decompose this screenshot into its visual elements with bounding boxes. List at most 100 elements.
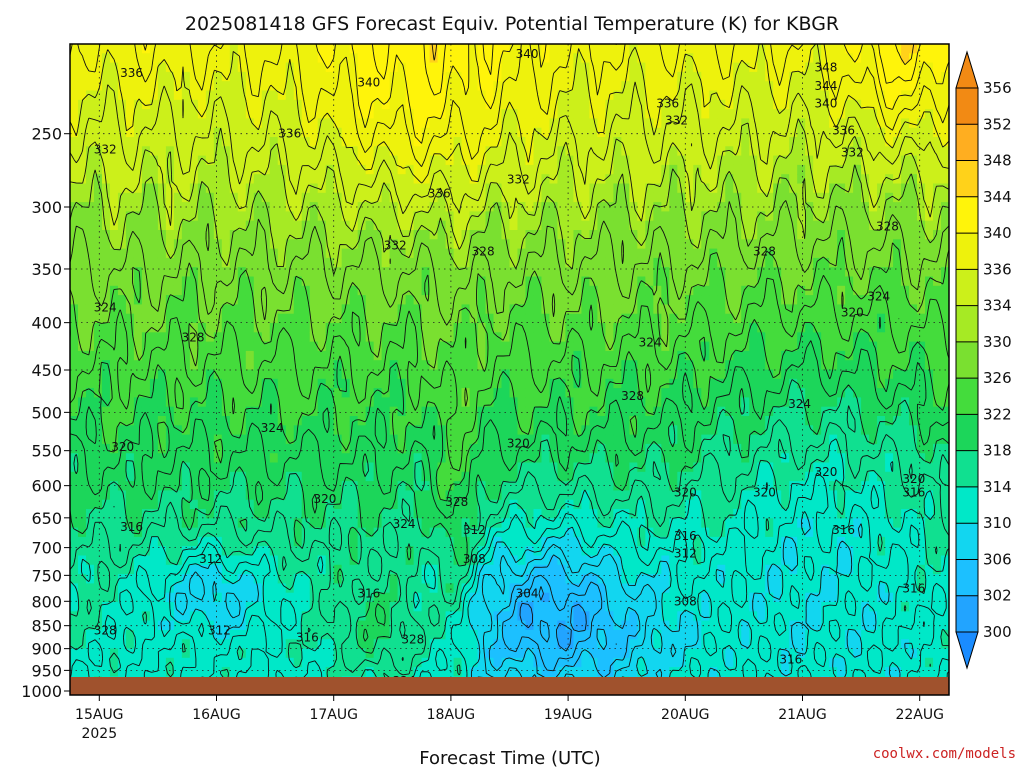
heatmap-cell: [477, 657, 487, 668]
heatmap-cell: [101, 416, 111, 426]
heatmap-cell: [173, 239, 183, 250]
heatmap-cell: [309, 285, 319, 296]
heatmap-cell: [541, 127, 551, 138]
heatmap-cell: [549, 109, 559, 119]
heatmap-cell: [301, 406, 311, 417]
heatmap-cell: [557, 434, 567, 445]
heatmap-cell: [581, 527, 591, 538]
heatmap-cell: [525, 499, 535, 510]
heatmap-cell: [117, 639, 127, 650]
heatmap-cell: [573, 434, 583, 445]
heatmap-cell: [141, 71, 151, 82]
heatmap-cell: [525, 62, 535, 73]
heatmap-cell: [533, 509, 543, 519]
heatmap-cell: [237, 332, 247, 343]
heatmap-cell: [541, 276, 551, 287]
heatmap-cell: [93, 499, 103, 510]
heatmap-cell: [485, 90, 495, 101]
heatmap-cell: [357, 583, 367, 594]
heatmap-cell: [301, 350, 311, 361]
heatmap-cell: [213, 583, 223, 594]
heatmap-cell: [181, 285, 191, 296]
heatmap-cell: [501, 611, 511, 622]
heatmap-cell: [613, 90, 622, 101]
heatmap-cell: [525, 574, 535, 584]
heatmap-cell: [309, 220, 319, 231]
heatmap-cell: [373, 155, 383, 166]
heatmap-cell: [189, 202, 199, 212]
heatmap-cell: [501, 471, 511, 482]
heatmap-cell: [85, 146, 95, 157]
heatmap-cell: [541, 406, 551, 417]
heatmap-cell: [341, 583, 351, 594]
heatmap-cell: [269, 295, 279, 305]
heatmap-cell: [341, 285, 351, 296]
heatmap-cell: [541, 202, 551, 212]
heatmap-cell: [213, 53, 223, 64]
heatmap-cell: [333, 62, 343, 73]
heatmap-cell: [213, 629, 223, 640]
heatmap-cell: [517, 81, 527, 92]
heatmap-cell: [629, 192, 638, 203]
heatmap-cell: [501, 313, 511, 324]
heatmap-cell: [125, 62, 135, 73]
heatmap-cell: [445, 555, 455, 566]
heatmap-cell: [133, 592, 143, 603]
heatmap-cell: [205, 155, 215, 166]
heatmap-cell: [245, 574, 255, 584]
heatmap-cell: [109, 285, 119, 296]
heatmap-cell: [165, 62, 175, 73]
heatmap-cell: [277, 137, 287, 147]
heatmap-cell: [629, 53, 638, 64]
heatmap-cell: [549, 99, 559, 110]
heatmap-cell: [157, 425, 167, 436]
heatmap-cell: [445, 471, 455, 482]
heatmap-cell: [637, 109, 646, 119]
heatmap-cell: [341, 360, 351, 371]
heatmap-cell: [493, 490, 503, 501]
heatmap-cell: [125, 267, 135, 278]
heatmap-cell: [389, 388, 399, 398]
heatmap-cell: [309, 183, 319, 194]
heatmap-cell: [133, 490, 143, 501]
heatmap-cell: [557, 118, 567, 129]
heatmap-cell: [149, 90, 159, 101]
heatmap-cell: [213, 397, 223, 408]
heatmap-cell: [453, 518, 463, 529]
heatmap-cell: [277, 416, 287, 426]
heatmap-cell: [341, 164, 351, 175]
heatmap-cell: [149, 397, 159, 408]
heatmap-cell: [357, 90, 367, 101]
heatmap-cell: [165, 90, 175, 101]
heatmap-cell: [613, 211, 622, 222]
heatmap-cell: [357, 192, 367, 203]
heatmap-cell: [325, 81, 335, 92]
heatmap-cell: [605, 388, 614, 398]
heatmap-cell: [581, 304, 591, 315]
heatmap-cell: [613, 406, 622, 417]
heatmap-cell: [557, 369, 567, 380]
heatmap-cell: [421, 527, 431, 538]
heatmap-cell: [213, 499, 223, 510]
heatmap-cell: [109, 313, 119, 324]
heatmap-cell: [605, 555, 614, 566]
heatmap-cell: [525, 481, 535, 491]
heatmap-cell: [373, 360, 383, 371]
heatmap-cell: [189, 81, 199, 92]
heatmap-cell: [285, 453, 295, 464]
heatmap-cell: [93, 155, 103, 166]
heatmap-cell: [365, 183, 375, 194]
heatmap-cell: [573, 304, 583, 315]
heatmap-cell: [325, 602, 335, 612]
heatmap-cell: [581, 360, 591, 371]
heatmap-cell: [205, 629, 215, 640]
heatmap-cell: [261, 416, 271, 426]
heatmap-cell: [341, 369, 351, 380]
heatmap-cell: [285, 99, 295, 110]
heatmap-cell: [621, 509, 630, 519]
heatmap-cell: [397, 202, 407, 212]
heatmap-cell: [413, 53, 423, 64]
heatmap-cell: [581, 378, 591, 389]
heatmap-cell: [413, 257, 423, 268]
heatmap-cell: [149, 99, 159, 110]
